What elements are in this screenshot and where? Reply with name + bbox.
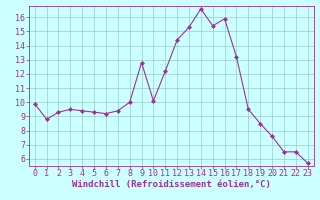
X-axis label: Windchill (Refroidissement éolien,°C): Windchill (Refroidissement éolien,°C) [72, 180, 271, 189]
